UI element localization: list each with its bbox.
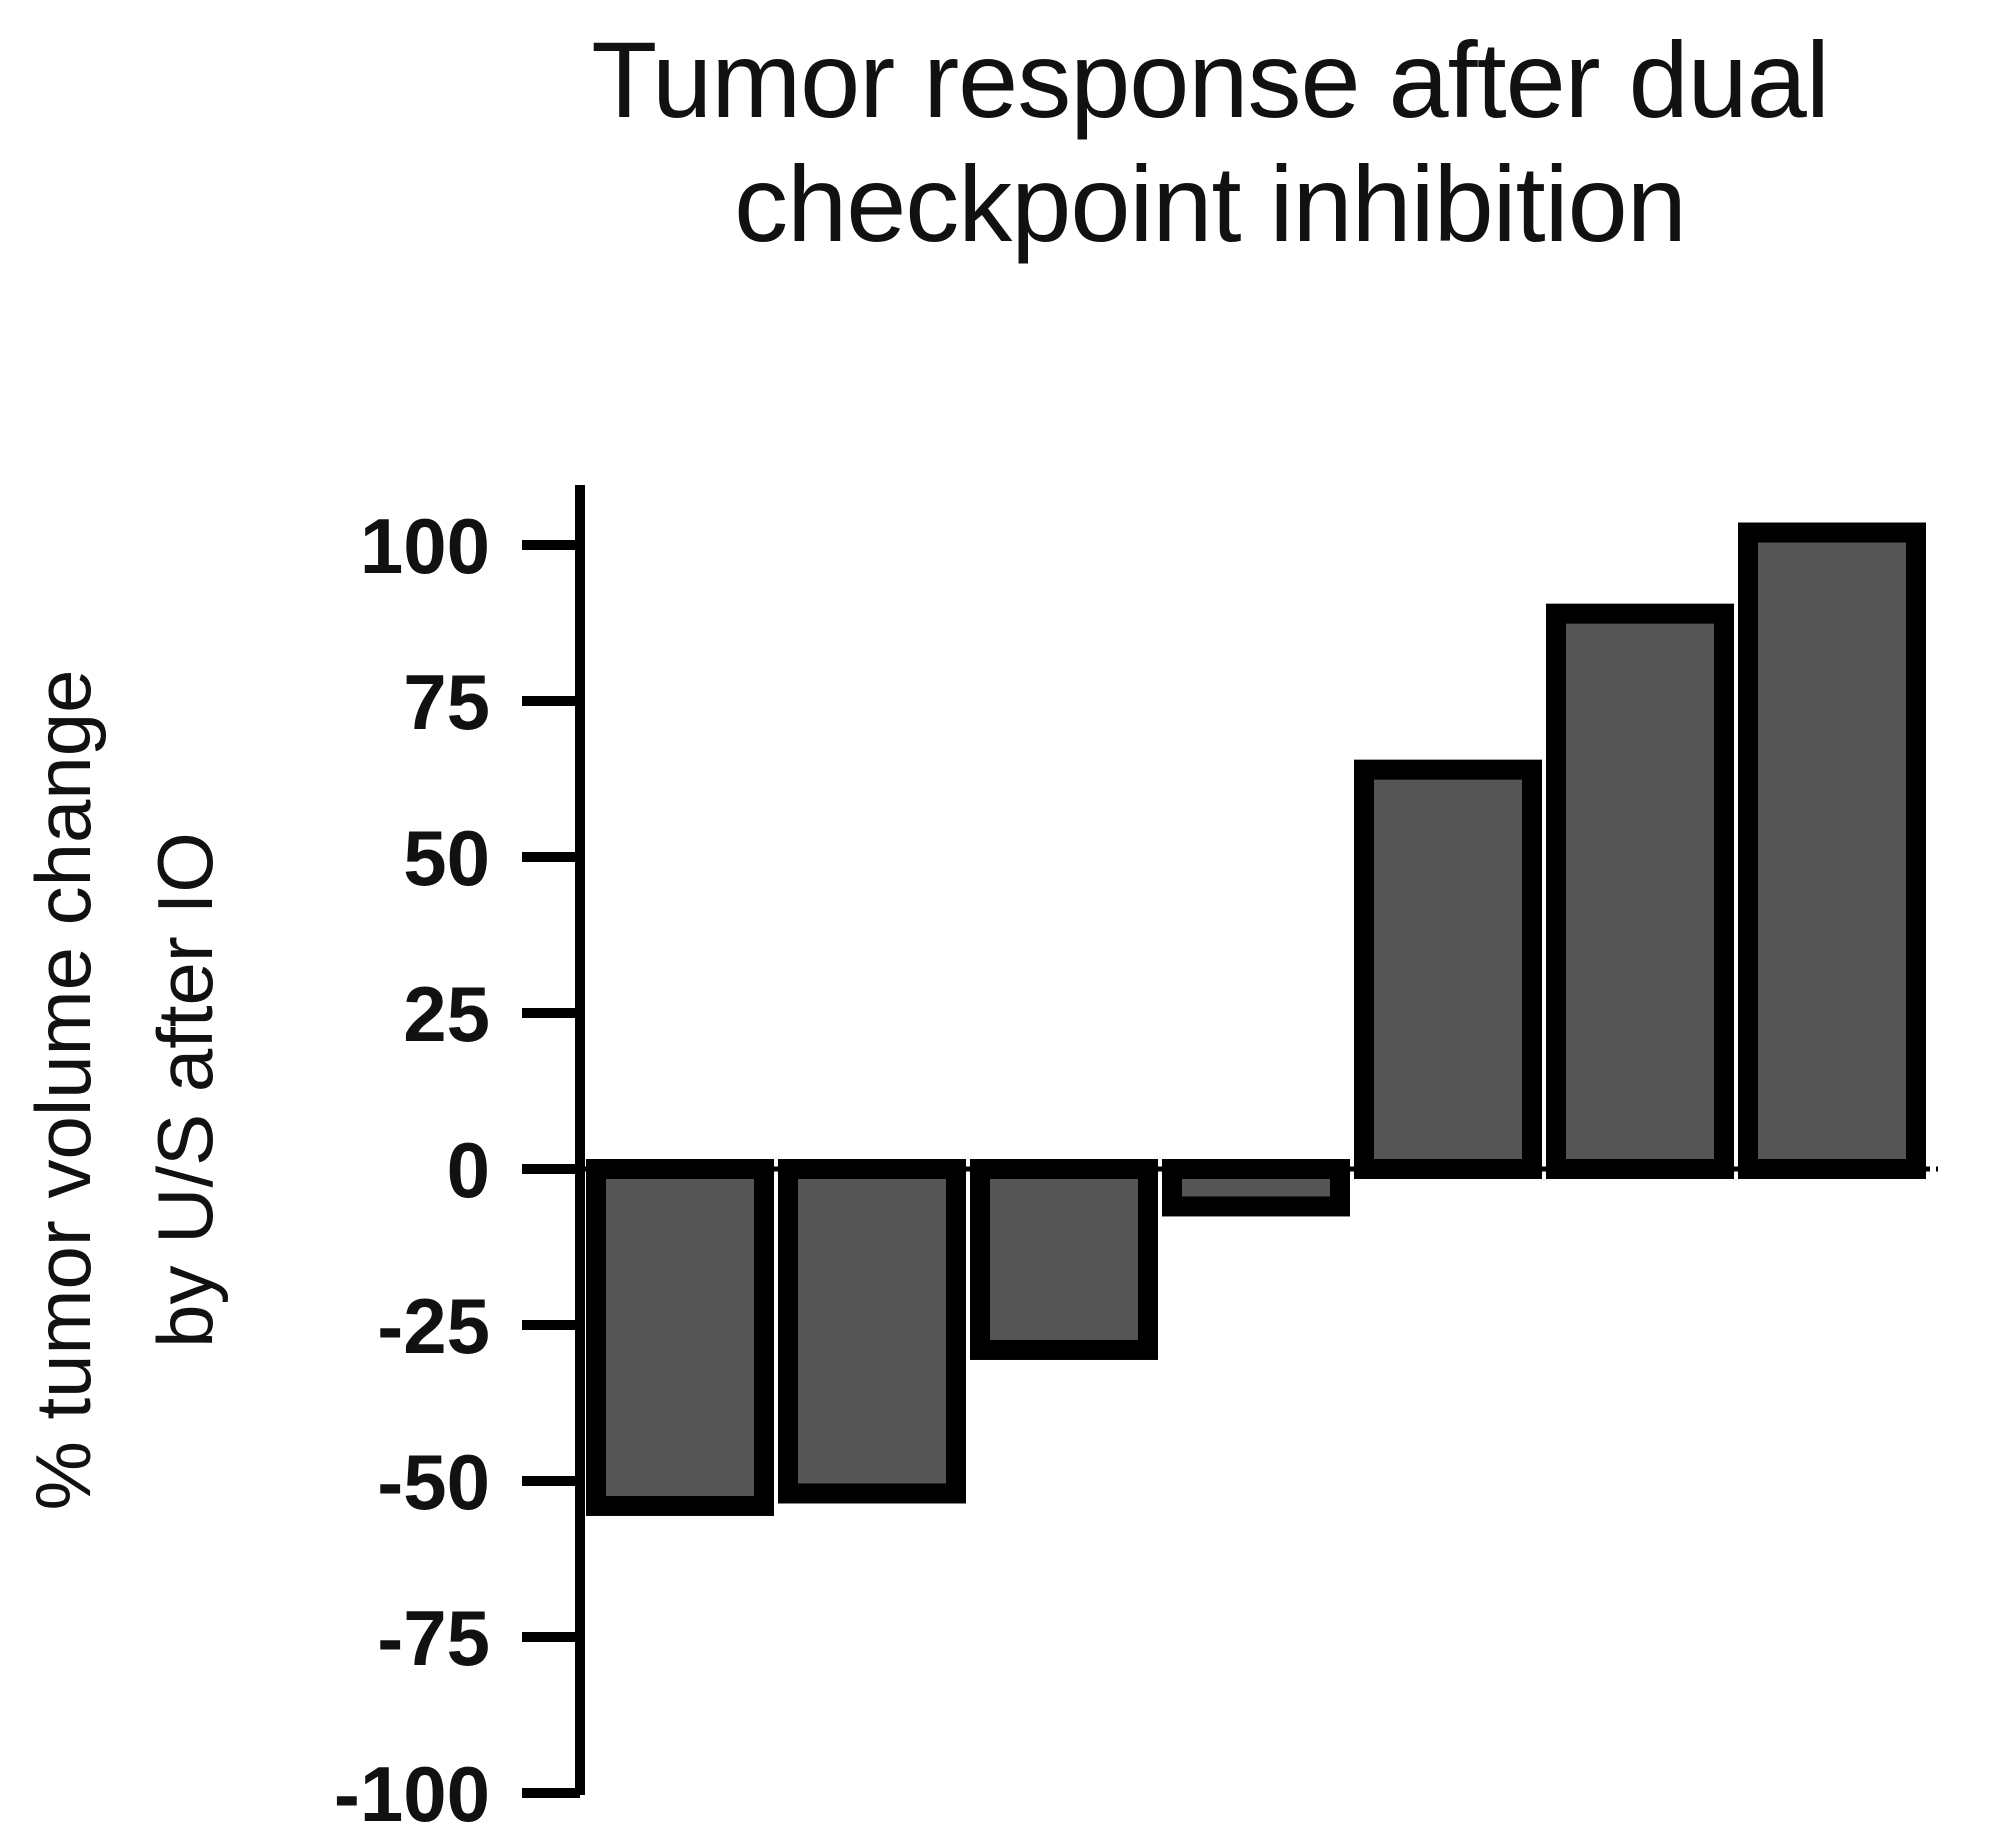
chart-title-line-2: checkpoint inhibition xyxy=(734,143,1687,264)
y-tick-label: -50 xyxy=(377,1438,490,1526)
bars-layer xyxy=(580,522,1938,1516)
y-axis-label-line-1: % tumor volume change xyxy=(19,669,107,1510)
bar-3 xyxy=(970,1159,1158,1360)
bar-4 xyxy=(1162,1159,1350,1217)
y-tick-label: 50 xyxy=(403,814,490,902)
y-tick-label: -75 xyxy=(377,1594,490,1682)
bar-2 xyxy=(778,1159,966,1504)
y-tick-label: 75 xyxy=(403,658,490,746)
chart-title: Tumor response after dual checkpoint inh… xyxy=(420,18,2000,266)
y-tick-label: 25 xyxy=(403,970,490,1058)
y-tick-label: 100 xyxy=(360,502,490,590)
y-axis-label: % tumor volume change by U/S after IO xyxy=(19,669,229,1510)
y-axis: 100 75 50 25 0 -25 -50 -75 -100 xyxy=(334,485,585,1837)
bar-5 xyxy=(1354,759,1542,1179)
y-axis-label-line-2: by U/S after IO xyxy=(141,832,229,1348)
chart-title-line-1: Tumor response after dual xyxy=(591,19,1830,140)
y-tick-label: 0 xyxy=(447,1126,490,1214)
y-tick-label: -25 xyxy=(377,1282,490,1370)
bar-1 xyxy=(586,1159,774,1516)
bar-6 xyxy=(1546,603,1734,1179)
y-tick-label: -100 xyxy=(334,1750,490,1837)
bar-7 xyxy=(1738,522,1926,1179)
